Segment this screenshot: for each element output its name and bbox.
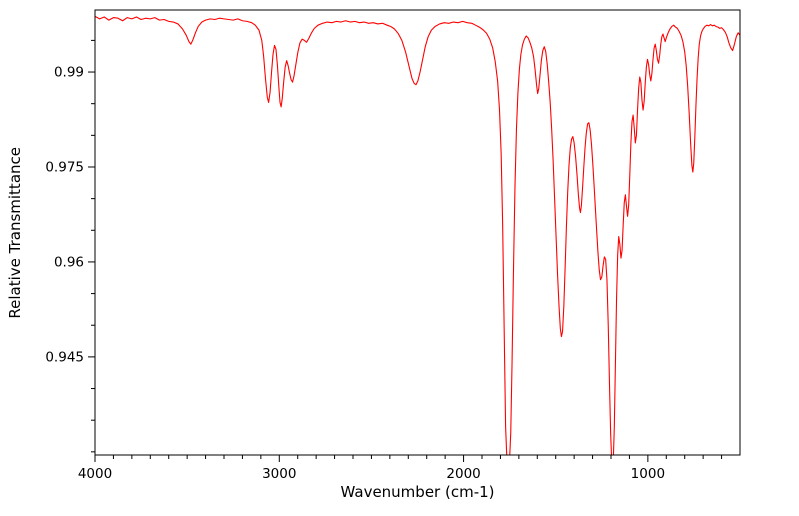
y-tick-label: 0.975	[45, 159, 84, 175]
y-tick-label: 0.945	[45, 349, 84, 365]
axis-ticks	[88, 39, 723, 462]
spectrum-line-layer	[95, 15, 740, 455]
plot-frame	[94, 9, 741, 456]
axis-tick-labels: 4000 3000 2000 1000 0.945 0.96 0.975 0.99	[45, 65, 665, 482]
y-axis-title: Relative Transmittance	[6, 146, 24, 319]
y-tick-label: 0.96	[54, 254, 84, 270]
y-tick-label: 0.99	[54, 65, 84, 81]
x-tick-label: 3000	[262, 466, 296, 482]
x-axis-title: Wavenumber (cm-1)	[340, 483, 495, 501]
x-tick-label: 1000	[631, 466, 665, 482]
x-tick-label: 2000	[446, 466, 480, 482]
x-tick-label: 4000	[78, 466, 112, 482]
y-axis-title-wrap: Relative Transmittance	[0, 10, 30, 455]
spectrum-line	[95, 15, 740, 455]
